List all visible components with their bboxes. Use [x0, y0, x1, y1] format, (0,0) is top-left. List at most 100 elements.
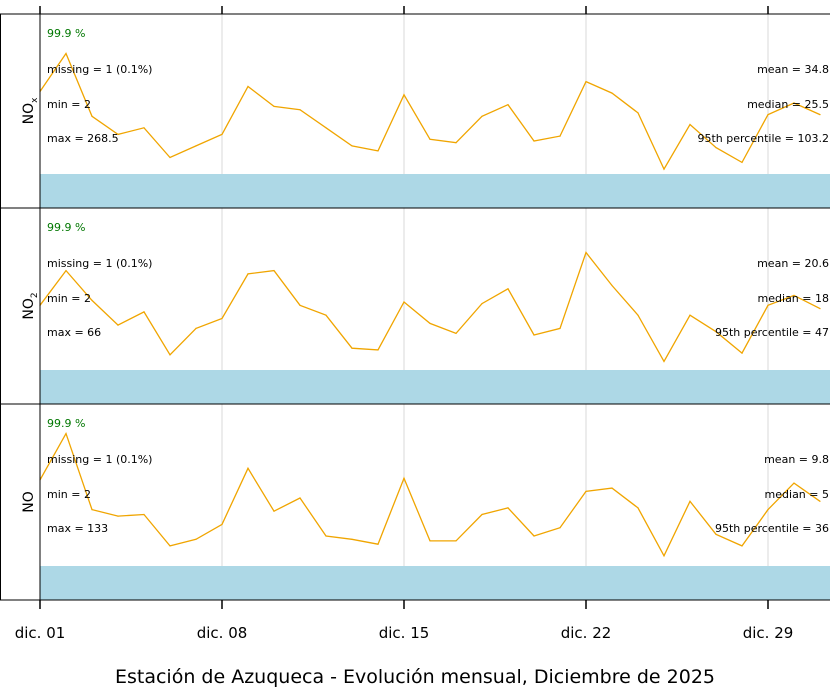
panel-label: NO2 [21, 292, 40, 319]
data-point [117, 515, 119, 517]
data-capture-bar [40, 370, 830, 404]
data-point [533, 535, 535, 537]
series-line [39, 251, 821, 363]
data-point [481, 115, 483, 117]
data-point [221, 317, 223, 320]
percent-label: 99.9 % [47, 221, 85, 234]
data-point [637, 314, 639, 316]
missing-label: missing = 1 (0.1%) [47, 453, 152, 466]
p95-label: 95th percentile = 47 [715, 326, 829, 339]
data-point [91, 299, 93, 301]
missing-label: missing = 1 (0.1%) [47, 257, 152, 270]
data-point [351, 145, 353, 147]
data-point [143, 127, 145, 129]
data-point [169, 156, 171, 159]
panel-no2: NO2 99.9 % missing = 1 (0.1%) min = 2 max = … [0, 208, 830, 405]
data-point [793, 482, 795, 484]
mean-label: mean = 20.6 [757, 257, 829, 270]
data-point [195, 327, 197, 329]
series-line [39, 52, 821, 171]
data-point [247, 273, 249, 275]
data-point [403, 94, 405, 96]
data-point [507, 288, 509, 290]
data-point [429, 138, 431, 140]
p95-label: 95th percentile = 103.2 [698, 132, 830, 145]
panel-nox: NOx 99.9 % missing = 1 (0.1%) min = 2 max = … [0, 14, 830, 209]
min-label: min = 2 [47, 488, 91, 501]
data-point [611, 487, 613, 489]
data-point [637, 112, 639, 114]
data-point [273, 510, 275, 512]
mean-label: mean = 34.8 [757, 63, 829, 76]
data-point [741, 545, 743, 547]
data-point [117, 324, 119, 326]
data-capture-bar [40, 174, 830, 208]
data-point [793, 102, 795, 104]
data-point [195, 538, 197, 540]
data-capture-bar [40, 566, 830, 600]
data-point [689, 123, 691, 126]
data-point [429, 322, 431, 324]
percent-label: 99.9 % [47, 27, 85, 40]
data-point [325, 127, 327, 129]
data-point [273, 270, 275, 272]
data-point [247, 85, 249, 88]
mean-label: mean = 9.8 [764, 453, 829, 466]
data-point [65, 270, 67, 272]
data-point [481, 303, 483, 305]
chart-title: Estación de Azuqueca - Evolución mensual… [115, 666, 715, 688]
data-point [273, 105, 275, 107]
data-point [793, 294, 795, 296]
data-point [299, 497, 301, 499]
data-point [819, 500, 821, 502]
data-point [611, 284, 613, 287]
max-label: max = 268.5 [47, 132, 119, 145]
missing-label: missing = 1 (0.1%) [47, 63, 152, 76]
data-point [585, 490, 587, 492]
panel-label: NOx [21, 97, 40, 125]
min-label: min = 2 [47, 292, 91, 305]
data-point [663, 168, 665, 170]
data-point [377, 543, 379, 545]
data-point [117, 133, 119, 135]
data-point [819, 114, 821, 116]
data-point [689, 314, 691, 316]
data-point [559, 327, 561, 329]
data-point [767, 114, 769, 116]
data-point [663, 555, 665, 557]
data-point [611, 92, 613, 94]
data-point [143, 513, 145, 516]
x-tick-label: dic. 15 [379, 624, 430, 642]
x-tick-label: dic. 22 [561, 624, 612, 642]
panel-label: NO [21, 491, 37, 513]
data-point [637, 507, 639, 509]
data-point [91, 115, 93, 117]
data-point [377, 150, 379, 152]
data-point [481, 513, 483, 516]
data-point [741, 352, 743, 354]
median-label: median = 25.5 [747, 98, 829, 111]
median-label: median = 5 [765, 488, 829, 501]
data-point [195, 145, 197, 147]
data-point [403, 301, 405, 303]
data-point [65, 52, 67, 55]
data-point [819, 308, 821, 310]
data-point [585, 81, 587, 83]
data-point [507, 104, 509, 106]
data-point [299, 304, 301, 306]
data-point [91, 509, 93, 511]
data-point [689, 500, 691, 502]
median-label: median = 18 [758, 292, 829, 305]
data-point [455, 332, 457, 334]
data-point [663, 360, 665, 362]
data-point [351, 538, 353, 540]
data-point [325, 535, 327, 537]
p95-label: 95th percentile = 36 [715, 522, 829, 535]
data-point [221, 133, 223, 135]
data-point [767, 304, 769, 306]
grid-lines [221, 14, 769, 600]
data-point [507, 507, 509, 509]
data-point [533, 334, 535, 336]
data-point [169, 545, 171, 547]
